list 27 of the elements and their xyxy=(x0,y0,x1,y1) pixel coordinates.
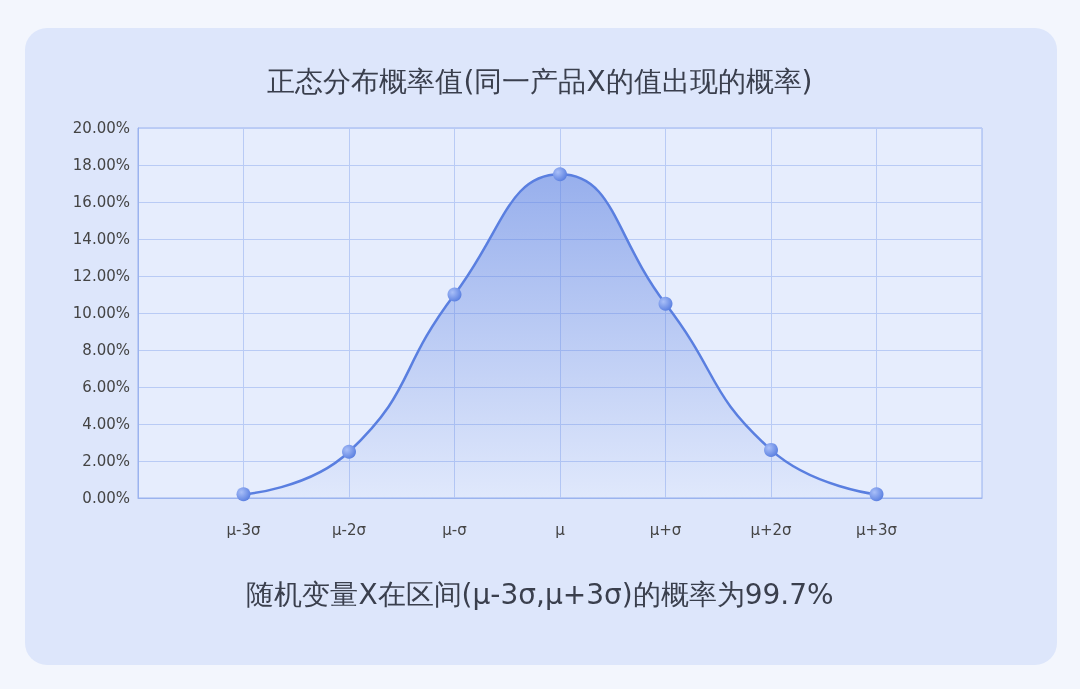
point xyxy=(764,442,778,457)
x-tick-label: μ-2σ xyxy=(331,520,367,539)
x-tick-label: μ xyxy=(555,520,566,539)
text: 随机变量X在区间(μ-3σ,μ+3σ)的概率为99.7% xyxy=(246,577,834,611)
point xyxy=(553,167,567,182)
y-tick-label: 4.00% xyxy=(82,415,130,433)
y-tick-label: 8.00% xyxy=(82,341,130,359)
y-tick-label: 10.00% xyxy=(72,304,130,322)
chart-title: 正态分布概率值(同一产品X的值出现的概率) xyxy=(267,64,813,98)
point xyxy=(342,444,356,459)
x-tick-label: μ-σ xyxy=(442,520,468,539)
point xyxy=(447,287,462,302)
x-tick-label: μ+σ xyxy=(649,520,682,539)
x-tick-label: μ-3σ xyxy=(226,520,261,539)
y-tick-label: 16.00% xyxy=(72,193,130,211)
y-tick-label: 20.00% xyxy=(72,119,130,137)
point xyxy=(658,296,673,311)
y-tick-label: 6.00% xyxy=(82,378,130,396)
y-tick-label: 18.00% xyxy=(72,156,130,174)
point xyxy=(869,487,884,502)
y-tick-label: 2.00% xyxy=(82,452,130,470)
y-tick-label: 12.00% xyxy=(72,267,130,285)
x-tick-label: μ+2σ xyxy=(750,520,793,539)
y-tick-label: 0.00% xyxy=(82,489,130,507)
x-tick-label: μ+3σ xyxy=(855,520,898,539)
y-tick-label: 14.00% xyxy=(72,230,130,248)
point xyxy=(236,487,251,502)
